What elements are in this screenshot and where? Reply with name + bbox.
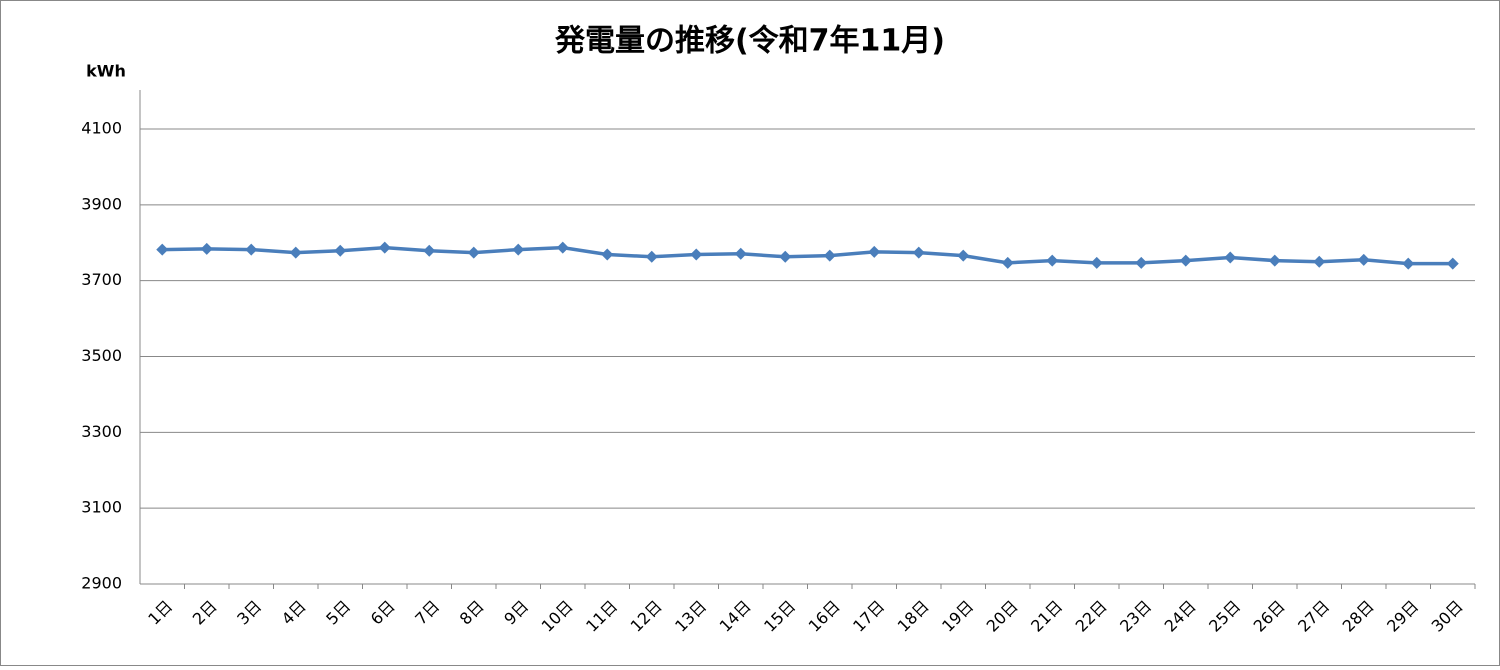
data-point <box>1090 256 1103 269</box>
y-tick-label: 3900 <box>81 194 122 213</box>
data-point <box>512 243 525 256</box>
y-tick-label: 4100 <box>81 119 122 138</box>
data-point <box>556 241 569 254</box>
data-point <box>1357 253 1370 266</box>
data-point <box>1224 251 1237 264</box>
data-point <box>289 246 302 259</box>
y-axis-label: kWh <box>86 62 126 81</box>
data-point <box>423 244 436 257</box>
data-point <box>912 246 925 259</box>
chart-title: 発電量の推移(令和7年11月) <box>554 24 945 59</box>
data-point <box>1001 256 1014 269</box>
data-point <box>734 247 747 260</box>
data-point <box>1268 254 1281 267</box>
data-point <box>1402 257 1415 270</box>
data-point <box>1313 255 1326 268</box>
data-point <box>1135 256 1148 269</box>
data-point <box>378 241 391 254</box>
data-point <box>690 248 703 261</box>
y-tick-label: 3300 <box>81 422 122 441</box>
data-point <box>868 245 881 258</box>
series-line <box>162 245 1453 266</box>
y-tick-label: 3700 <box>81 270 122 289</box>
data-point <box>1179 254 1192 267</box>
data-point <box>245 243 258 256</box>
data-point <box>467 246 480 259</box>
y-tick-label: 3100 <box>81 498 122 517</box>
y-tick-label: 3500 <box>81 346 122 365</box>
data-point <box>779 250 792 263</box>
data-point <box>601 248 614 261</box>
data-point <box>156 243 169 256</box>
data-point <box>823 249 836 262</box>
y-tick-label: 2900 <box>81 574 122 593</box>
data-point <box>1046 254 1059 267</box>
data-point <box>334 244 347 257</box>
data-point <box>200 242 213 255</box>
data-point <box>1446 257 1459 270</box>
data-point <box>645 250 658 263</box>
data-point <box>957 249 970 262</box>
